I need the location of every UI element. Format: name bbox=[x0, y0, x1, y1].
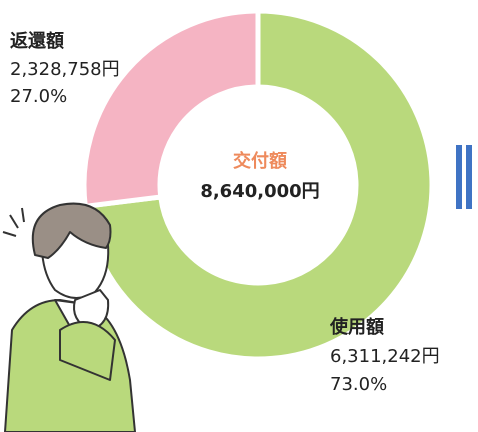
slice-name: 返還額 bbox=[10, 30, 64, 52]
slice-value-label: 6,311,242円 bbox=[330, 346, 440, 367]
donut-slice bbox=[81, 8, 261, 210]
center-label: 交付額 bbox=[233, 150, 287, 172]
slice-percent-label: 73.0% bbox=[330, 374, 387, 395]
slice-percent-label: 27.0% bbox=[10, 86, 67, 107]
deco-bar bbox=[456, 145, 462, 209]
donut bbox=[81, 8, 435, 362]
person-illustration bbox=[2, 202, 136, 432]
slice-value-label: 2,328,758円 bbox=[10, 59, 120, 80]
deco-bar bbox=[466, 145, 472, 209]
center-total: 8,640,000円 bbox=[200, 181, 319, 202]
donut-slice bbox=[82, 8, 435, 362]
slice-name: 使用額 bbox=[329, 316, 384, 338]
